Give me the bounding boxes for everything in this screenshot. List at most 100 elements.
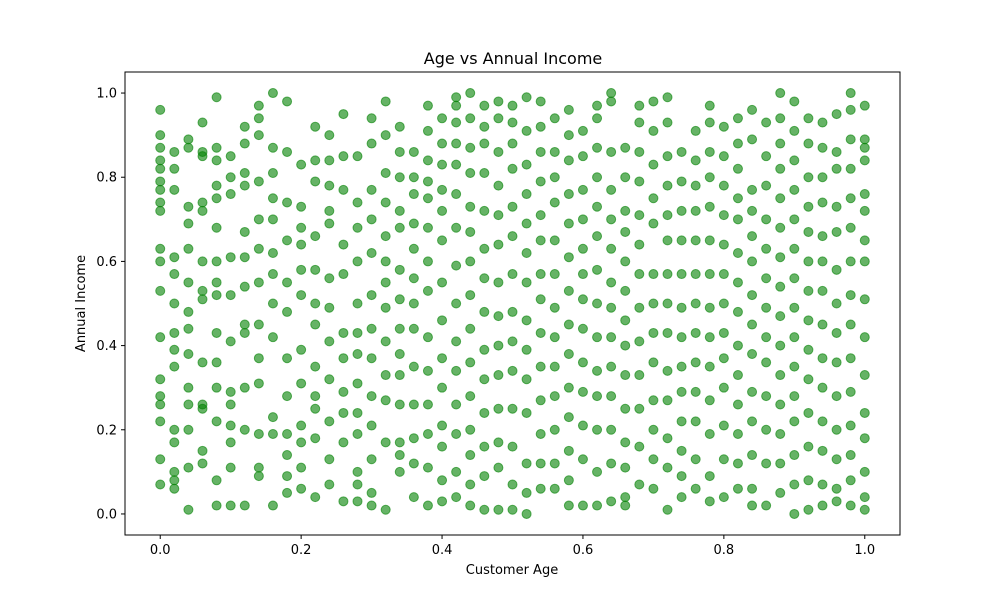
data-point [831,357,842,368]
data-point [437,138,448,149]
data-point [366,487,377,498]
x-axis-label: Customer Age [466,563,558,578]
data-point [859,370,870,381]
data-point [761,391,772,402]
data-point [690,269,701,280]
data-point [859,134,870,145]
data-point [620,205,631,216]
data-point [761,424,772,435]
data-point [634,479,645,490]
data-point [211,290,222,301]
data-point [620,500,631,511]
data-point [437,475,448,486]
data-point [690,327,701,338]
data-point [183,399,194,410]
data-point [859,235,870,246]
data-point [732,399,743,410]
data-point [451,117,462,128]
data-point [535,395,546,406]
data-point [732,370,743,381]
data-point [592,264,603,275]
data-point [620,340,631,351]
data-point [197,205,208,216]
data-point [394,370,405,381]
data-point [282,96,293,107]
data-point [465,450,476,461]
data-point [732,163,743,174]
data-point [437,496,448,507]
data-point [225,386,236,397]
data-point [267,214,278,225]
data-point [338,269,349,280]
data-point [366,184,377,195]
data-point [577,357,588,368]
data-point [155,374,166,385]
data-point [620,285,631,296]
data-point [775,138,786,149]
data-point [648,327,659,338]
data-point [634,269,645,280]
data-point [690,180,701,191]
data-point [465,479,476,490]
data-point [437,441,448,452]
data-point [775,311,786,322]
data-point [324,180,335,191]
data-point [408,298,419,309]
data-point [211,256,222,267]
data-point [183,424,194,435]
data-point [352,479,363,490]
data-point [662,180,673,191]
data-point [366,391,377,402]
y-tick-label: 0.2 [96,423,117,438]
data-point [662,327,673,338]
data-point [775,340,786,351]
data-point [183,218,194,229]
data-point [267,298,278,309]
x-tick-label: 0.2 [291,543,312,558]
data-point [577,214,588,225]
data-point [789,450,800,461]
data-point [549,113,560,124]
data-point [563,445,574,456]
data-point [549,483,560,494]
data-point [352,298,363,309]
data-point [676,416,687,427]
data-point [479,168,490,179]
data-point [606,302,617,313]
data-point [859,504,870,515]
data-point [563,252,574,263]
data-point [394,172,405,183]
data-point [803,407,814,418]
data-point [732,277,743,288]
data-point [563,475,574,486]
data-point [577,420,588,431]
data-point [803,138,814,149]
data-point [366,214,377,225]
data-point [169,466,180,477]
data-point [789,479,800,490]
data-point [535,458,546,469]
data-point [845,353,856,364]
data-point [747,450,758,461]
data-point [408,323,419,334]
data-point [521,159,532,170]
data-point [239,168,250,179]
data-point [338,496,349,507]
data-point [563,349,574,360]
data-point [592,466,603,477]
data-point [732,193,743,204]
data-point [761,243,772,254]
data-point [747,500,758,511]
data-point [225,420,236,431]
x-tick-label: 0.0 [150,543,171,558]
data-point [239,226,250,237]
x-tick-label: 0.4 [432,543,453,558]
data-point [563,500,574,511]
data-point [648,454,659,465]
data-point [253,353,264,364]
data-point [267,269,278,280]
data-point [859,256,870,267]
data-point [155,104,166,115]
data-point [451,138,462,149]
data-point [352,349,363,360]
